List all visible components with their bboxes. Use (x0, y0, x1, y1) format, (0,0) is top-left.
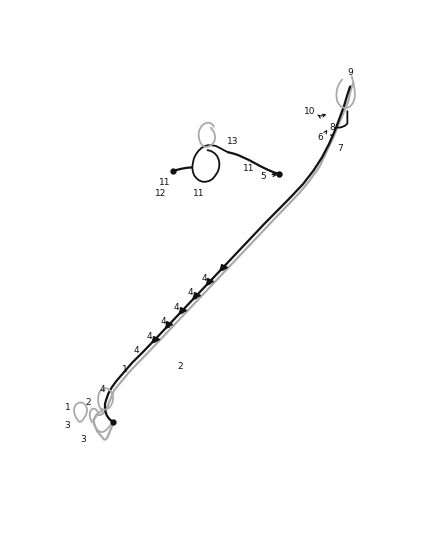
Text: 11: 11 (243, 164, 254, 173)
Text: 3: 3 (81, 435, 86, 444)
Text: 1: 1 (65, 403, 71, 412)
Text: 2: 2 (177, 362, 183, 372)
Text: 9: 9 (347, 68, 353, 77)
Text: 10: 10 (304, 107, 315, 116)
Text: 4: 4 (133, 346, 139, 355)
Text: 6: 6 (318, 133, 324, 142)
Text: 4: 4 (99, 384, 105, 393)
Text: 3: 3 (65, 422, 71, 431)
Text: 13: 13 (227, 138, 239, 147)
Text: 2: 2 (85, 398, 91, 407)
Text: 7: 7 (337, 143, 343, 152)
Text: 4: 4 (147, 332, 152, 341)
Text: 4: 4 (201, 274, 207, 283)
Text: 5: 5 (260, 172, 266, 181)
Text: 4: 4 (187, 288, 193, 297)
Text: 4: 4 (174, 303, 180, 312)
Text: 8: 8 (329, 123, 335, 132)
Text: 11: 11 (193, 189, 204, 198)
Text: 4: 4 (160, 317, 166, 326)
Text: 1: 1 (122, 365, 128, 374)
Text: 12: 12 (155, 189, 167, 198)
Text: 11: 11 (159, 179, 170, 188)
